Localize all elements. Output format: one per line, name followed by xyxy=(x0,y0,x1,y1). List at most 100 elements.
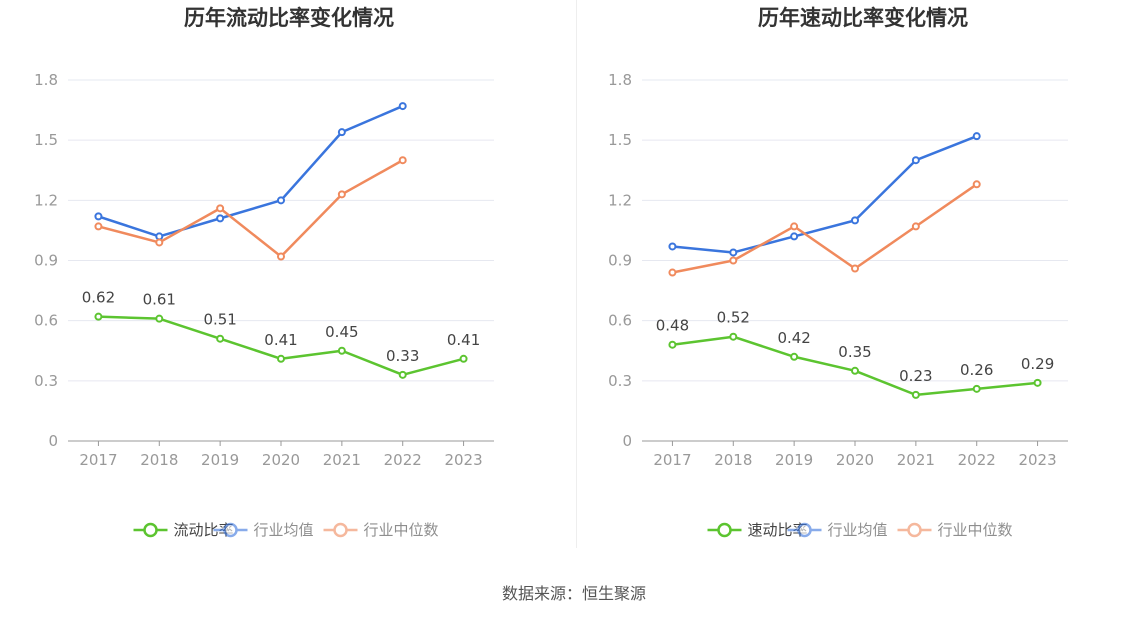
current-ratio-chart-svg: 历年流动比率变化情况 0 0.3 0.6 0.9 1.2 1.5 1.8 2017 2018 201… xyxy=(34,6,494,539)
chart1-series-2-point xyxy=(790,222,799,231)
chart1-legend-marker xyxy=(907,522,922,538)
chart1-y-tick-label: 0.6 xyxy=(608,312,632,330)
chart1-data-label: 0.35 xyxy=(838,343,871,361)
chart1-legend-item-2[interactable]: 行业中位数 xyxy=(897,521,1013,539)
chart1-data-label: 0.42 xyxy=(777,329,810,347)
chart0-legend-label: 行业中位数 xyxy=(364,521,439,539)
chart1-legend-marker xyxy=(797,522,812,538)
chart0-series-0-point xyxy=(398,370,407,379)
chart1-series-0-point xyxy=(668,340,677,349)
chart1-series-2-point xyxy=(851,264,859,273)
chart1-y-tick-label: 1.8 xyxy=(608,71,632,89)
data-source: 数据来源：恒生聚源 xyxy=(501,584,646,603)
chart0-series-0-point xyxy=(94,312,103,321)
chart0-x-tick-label: 2021 xyxy=(323,451,361,469)
chart1-legend-label: 速动比率 xyxy=(748,521,808,539)
chart0-data-label: 0.45 xyxy=(325,323,358,341)
chart1-series-2-line xyxy=(672,183,978,274)
chart0-legend-marker xyxy=(143,522,158,538)
chart1-legend-label: 行业中位数 xyxy=(938,521,1013,539)
chart1-data-label: 0.23 xyxy=(899,367,932,385)
chart1-series-1-point xyxy=(790,232,799,241)
chart0-data-label: 0.61 xyxy=(143,291,176,309)
chart0-series-0-point xyxy=(216,334,225,343)
chart1-y-tick-label: 1.5 xyxy=(608,131,632,149)
chart0-x-tick-label: 2019 xyxy=(201,451,239,469)
chart1-legend-label: 行业均值 xyxy=(828,521,888,539)
chart0-series-0-point xyxy=(337,346,346,355)
chart0-legend-item-1[interactable]: 行业均值 xyxy=(213,521,314,539)
quick-ratio-chart-svg: 历年速动比率变化情况 0 0.3 0.6 0.9 1.2 1.5 1.8 2017 2018 201… xyxy=(608,6,1068,539)
chart0-series-2-point xyxy=(155,238,164,247)
chart0-series-1-point xyxy=(94,212,103,221)
chart1-series-0-point xyxy=(851,366,859,375)
chart0-x-tick-label: 2023 xyxy=(444,451,482,469)
chart0-data-label: 0.62 xyxy=(82,289,115,307)
chart1-data-label: 0.26 xyxy=(960,361,993,379)
chart0-legend-item-0[interactable]: 流动比率 xyxy=(133,521,234,539)
chart1-x-tick-label: 2023 xyxy=(1018,451,1056,469)
chart0-y-tick-label: 0.6 xyxy=(34,312,58,330)
chart0-series-0-point xyxy=(277,354,285,363)
quick-ratio-chart: 历年速动比率变化情况 0 0.3 0.6 0.9 1.2 1.5 1.8 2017 2018 201… xyxy=(574,0,1148,560)
chart0-series-0-point xyxy=(459,354,468,363)
chart0-legend-label: 流动比率 xyxy=(174,521,234,539)
chart1-data-label: 0.48 xyxy=(656,317,689,335)
chart0-x-tick-label: 2022 xyxy=(384,451,422,469)
chart0-y-tick-label: 0 xyxy=(48,432,58,450)
chart1-legend-item-1[interactable]: 行业均值 xyxy=(787,521,888,539)
chart1-series-1-point xyxy=(911,156,920,165)
chart1-x-tick-label: 2017 xyxy=(653,451,691,469)
chart0-legend-marker xyxy=(333,522,348,538)
chart1-data-label: 0.52 xyxy=(717,309,750,327)
chart0-legend-item-2[interactable]: 行业中位数 xyxy=(323,521,439,539)
chart1-legend-item-0[interactable]: 速动比率 xyxy=(707,521,808,539)
chart1-series-2-point xyxy=(729,256,738,265)
chart1-series-0-point xyxy=(790,352,799,361)
chart0-y-tick-label: 0.9 xyxy=(34,252,58,270)
chart1-y-tick-label: 0.3 xyxy=(608,372,632,390)
chart1-series-0-point xyxy=(1033,378,1042,387)
chart0-series-2-point xyxy=(337,190,346,199)
chart1-title: 历年速动比率变化情况 xyxy=(758,6,968,30)
chart1-series-1-point xyxy=(668,242,677,251)
chart0-series-2-point xyxy=(94,222,103,231)
chart1-x-tick-label: 2019 xyxy=(775,451,813,469)
chart1-series-2-point xyxy=(668,268,677,277)
chart1-data-label: 0.29 xyxy=(1021,355,1054,373)
chart1-series-1-point xyxy=(729,248,738,257)
chart1-y-tick-label: 1.2 xyxy=(608,191,632,209)
chart0-data-label: 0.51 xyxy=(203,311,236,329)
chart0-series-1-point xyxy=(398,102,407,111)
chart1-legend-marker xyxy=(717,522,732,538)
chart0-y-tick-label: 0.3 xyxy=(34,372,58,390)
chart0-y-tick-label: 1.8 xyxy=(34,71,58,89)
chart1-x-tick-label: 2018 xyxy=(714,451,752,469)
chart1-series-1-point xyxy=(851,216,859,225)
chart0-series-2-line xyxy=(98,159,404,258)
chart0-title: 历年流动比率变化情况 xyxy=(184,6,394,30)
chart0-series-2-point xyxy=(277,252,285,261)
chart1-y-tick-label: 0 xyxy=(622,432,632,450)
chart0-y-tick-label: 1.2 xyxy=(34,191,58,209)
chart1-series-0-point xyxy=(972,384,981,393)
chart0-x-tick-label: 2020 xyxy=(262,451,300,469)
chart0-series-2-point xyxy=(398,156,407,165)
chart0-data-label: 0.33 xyxy=(386,347,419,365)
chart0-legend-label: 行业均值 xyxy=(254,521,314,539)
chart0-series-1-point xyxy=(337,128,346,137)
chart0-series-2-point xyxy=(216,204,225,213)
chart1-x-tick-label: 2020 xyxy=(836,451,874,469)
chart1-series-2-point xyxy=(972,180,981,189)
chart1-x-tick-label: 2021 xyxy=(897,451,935,469)
chart1-series-0-point xyxy=(729,332,738,341)
chart1-series-1-point xyxy=(972,132,981,141)
panel-divider xyxy=(576,0,577,548)
chart0-series-1-line xyxy=(98,104,404,238)
chart1-series-1-line xyxy=(672,134,978,254)
chart0-y-tick-label: 1.5 xyxy=(34,131,58,149)
chart0-legend-marker xyxy=(223,522,238,538)
chart1-series-0-point xyxy=(911,390,920,399)
chart1-x-tick-label: 2022 xyxy=(958,451,996,469)
chart1-y-tick-label: 0.9 xyxy=(608,252,632,270)
